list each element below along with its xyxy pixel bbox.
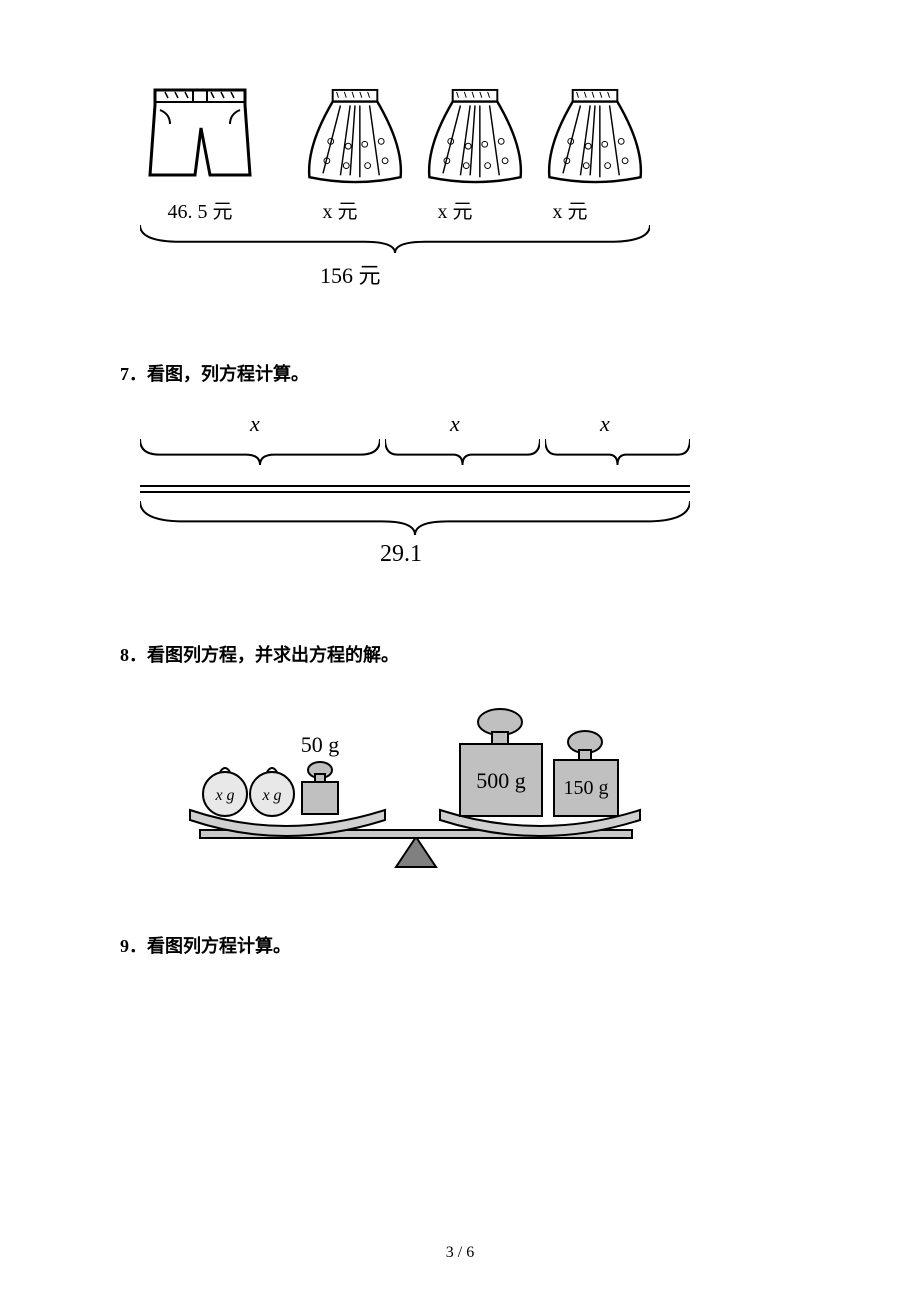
- question-9-text: 9．看图列方程计算。: [120, 932, 800, 958]
- skirt-price: x 元: [310, 195, 370, 224]
- underbrace-icon: [140, 501, 690, 535]
- skirt-price: x 元: [425, 195, 485, 224]
- figure-shorts-skirts: 46. 5 元 x 元 x 元 x 元 156 元: [140, 80, 640, 300]
- total-value: 29.1: [380, 541, 422, 568]
- skirt-icon: [420, 88, 530, 185]
- overbrace-icon: [545, 439, 690, 465]
- skirt-icon: [300, 88, 410, 185]
- bar-line: [140, 485, 690, 493]
- svg-text:x g: x g: [261, 787, 281, 804]
- figure-bar-segments: x x x 29.1: [140, 411, 700, 581]
- balance-scale-icon: x g x g 50 g: [170, 692, 670, 872]
- overbrace-icon: [140, 439, 380, 465]
- shorts-price: 46. 5 元: [140, 195, 260, 224]
- svg-text:500 g: 500 g: [476, 768, 526, 793]
- shorts-icon: [145, 80, 255, 185]
- page: 46. 5 元 x 元 x 元 x 元 156 元 7．看图，列方程计算。 x …: [0, 0, 920, 1302]
- content-area: 46. 5 元 x 元 x 元 x 元 156 元 7．看图，列方程计算。 x …: [120, 80, 800, 983]
- skirt-price: x 元: [540, 195, 600, 224]
- skirt-icon: [540, 88, 650, 185]
- question-7-text: 7．看图，列方程计算。: [120, 360, 800, 386]
- total-price: 156 元: [320, 258, 381, 290]
- x-label: x: [450, 411, 460, 437]
- question-8-text: 8．看图列方程，并求出方程的解。: [120, 641, 800, 667]
- svg-text:50 g: 50 g: [301, 732, 340, 757]
- svg-text:150 g: 150 g: [564, 777, 609, 799]
- overbrace-icon: [385, 439, 540, 465]
- x-label: x: [600, 411, 610, 437]
- figure-balance-scale: x g x g 50 g: [170, 692, 670, 872]
- x-label: x: [250, 411, 260, 437]
- page-number: 3 / 6: [0, 1244, 920, 1262]
- svg-text:x g: x g: [214, 787, 234, 804]
- underbrace-icon: [140, 225, 650, 253]
